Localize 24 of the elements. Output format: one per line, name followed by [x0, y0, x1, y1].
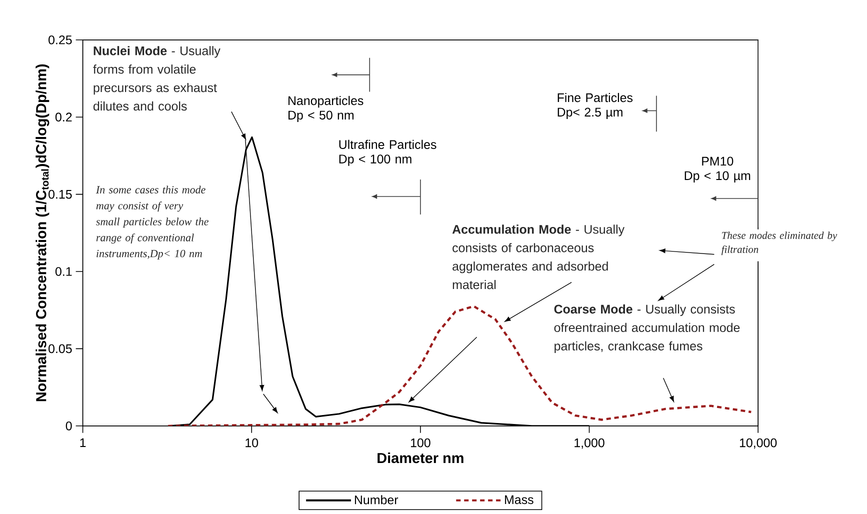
- x-tick-label: 10,000: [740, 438, 777, 449]
- y-axis-title: Normalised Concentration (1/C$_{total}$)dC/log(Dp/nm): [36, 64, 50, 402]
- y-tick-label: 0.2: [55, 112, 72, 122]
- y-tick-label: 0.25: [48, 36, 72, 44]
- legend-label: Mass: [505, 496, 534, 504]
- annotation: Coarse Mode - Usually consists ofreentrained accumulation mode particles, crankcase fumes: [554, 304, 740, 354]
- legend-label: Number: [354, 495, 398, 504]
- y-tick-label: 0.15: [48, 190, 72, 199]
- x-tick-label: 10: [246, 438, 258, 448]
- ref-line-label: Ultrafine Particles Dp < 100 nm: [339, 140, 436, 166]
- y-tick-label: 0.1: [55, 267, 72, 276]
- annotation: Accumulation Mode - Usually consists of carbonaceous agglomerates and adsorbed material: [452, 224, 624, 290]
- ref-line-label: PM10 Dp < 10 µm: [684, 156, 750, 183]
- y-tick-label: 0: [66, 422, 72, 430]
- y-tick-label: 0.05: [48, 344, 72, 354]
- annotation: Nuclei Mode - Usually forms from volatile precursors as exhaust dilutes and cools: [93, 46, 220, 111]
- x-axis-title: Diameter nm: [378, 452, 464, 464]
- ref-line-label: Fine Particles Dp< 2.5 µm: [558, 93, 633, 120]
- annotation: In some cases this mode may consist of very small particles below the range of conventional instruments,Dp< 10 nm: [96, 186, 208, 260]
- x-tick-label: 1: [80, 438, 86, 448]
- x-tick-label: 100: [410, 438, 430, 448]
- annotation: These modes eliminated by filtration: [722, 232, 838, 256]
- x-tick-label: 1,000: [574, 438, 604, 449]
- ref-line-label: Nanoparticles Dp < 50 nm: [288, 96, 364, 122]
